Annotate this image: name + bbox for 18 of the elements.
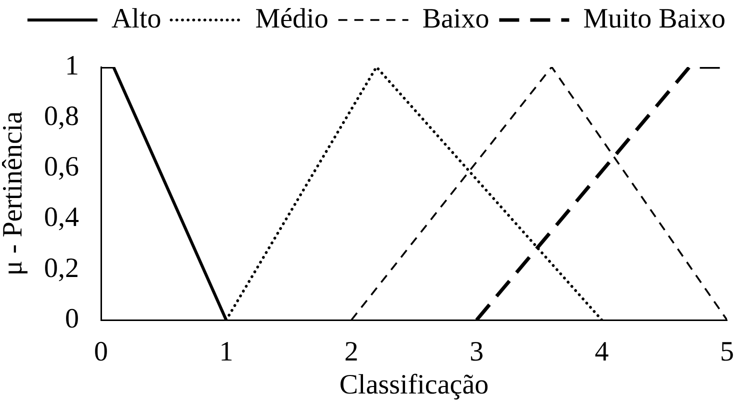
legend-label: Médio xyxy=(255,3,328,34)
x-tick-label: 3 xyxy=(470,336,484,368)
y-tick-label: 0,4 xyxy=(44,202,79,234)
x-tick-label: 1 xyxy=(219,336,234,368)
x-tick-label: 0 xyxy=(94,336,108,368)
legend-label: Muito Baixo xyxy=(583,3,726,34)
x-tick-label: 5 xyxy=(720,336,734,368)
y-tick-label: 1 xyxy=(65,50,79,82)
legend-label: Baixo xyxy=(422,3,490,34)
y-tick-label: 0,8 xyxy=(44,100,79,132)
y-tick-label: 0,2 xyxy=(44,252,79,284)
y-axis-title: μ - Pertinência xyxy=(0,110,28,276)
y-tick-label: 0 xyxy=(65,303,79,334)
x-tick-label: 2 xyxy=(344,336,358,368)
legend-label: Alto xyxy=(111,3,162,34)
x-tick-label: 4 xyxy=(594,336,609,368)
x-axis-title: Classificação xyxy=(339,369,489,400)
y-tick-label: 0,6 xyxy=(44,152,79,183)
